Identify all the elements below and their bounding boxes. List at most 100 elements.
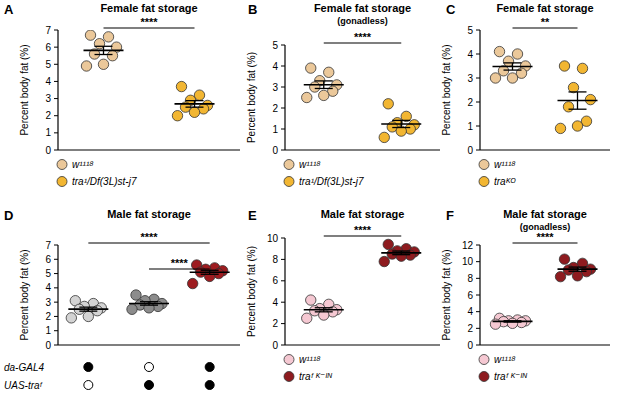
data-point [572, 121, 582, 131]
y-tick [54, 98, 58, 99]
data-point [383, 239, 393, 249]
y-tick-label: 10 [267, 233, 279, 244]
y-tick [476, 126, 480, 127]
data-point [559, 254, 569, 264]
legend-marker [284, 355, 294, 365]
data-point [319, 90, 329, 100]
error-bar [392, 251, 410, 255]
y-tick-label: 2 [45, 311, 51, 322]
y-tick-label: 6 [45, 42, 51, 53]
y-tick-label: 2 [467, 97, 473, 108]
legend-marker [479, 177, 489, 187]
y-tick-label: 5 [45, 268, 51, 279]
y-tick-label: 6 [467, 290, 473, 301]
y-axis-label: Percent body fat (%) [246, 52, 257, 143]
y-tick [281, 238, 285, 239]
data-point [189, 107, 199, 117]
legend-label: w¹¹¹⁸ [494, 159, 516, 170]
significance-stars: **** [140, 16, 158, 28]
error-bar [315, 308, 333, 312]
legend-marker [284, 372, 294, 382]
panel-letter: D [4, 208, 13, 223]
panel-letter: C [446, 2, 456, 17]
y-tick-label: 0 [45, 145, 51, 156]
x-axis [480, 149, 610, 150]
y-tick [281, 87, 285, 88]
data-point [379, 256, 389, 266]
y-tick [54, 64, 58, 65]
genotype-dot [84, 381, 93, 390]
y-axis-label: Percent body fat (%) [19, 249, 30, 340]
error-bar [504, 321, 522, 322]
y-axis-label: Percent body fat (%) [441, 44, 452, 135]
y-tick-label: 3 [467, 73, 473, 84]
legend-marker [57, 160, 67, 170]
panel: EMale fat storagePercent body fat (%)024… [246, 208, 440, 382]
y-axis-label: Percent body fat (%) [246, 246, 257, 337]
data-point [66, 313, 76, 323]
y-tick-label: 4 [272, 297, 278, 308]
data-point [507, 73, 517, 83]
genotype-dot [145, 363, 154, 372]
significance-stars: **** [171, 257, 189, 269]
y-tick [281, 259, 285, 260]
title: Male fat storage [503, 208, 587, 220]
panel: CFemale fat storagePercent body fat (%)0… [441, 2, 610, 187]
legend-marker [479, 372, 489, 382]
x-axis [58, 344, 240, 345]
error-bar [186, 101, 204, 108]
error-bar [315, 81, 333, 89]
significance-stars: **** [354, 224, 372, 236]
y-tick [54, 81, 58, 82]
legend-marker [284, 177, 294, 187]
plot-area [302, 239, 422, 323]
data-point [85, 30, 95, 40]
y-tick [54, 316, 58, 317]
panel: AFemale fat storagePercent body fat (%)0… [4, 2, 240, 187]
significance-stars: **** [354, 31, 372, 43]
y-tick-label: 2 [272, 103, 278, 114]
error-bar [569, 267, 587, 271]
y-tick-label: 3 [45, 297, 51, 308]
error-bar [95, 46, 113, 54]
title: Female fat storage [314, 2, 411, 14]
y-tick-label: 2 [45, 110, 51, 121]
genotype-dot [145, 381, 154, 390]
panel-letter: E [248, 208, 257, 223]
data-point [490, 73, 500, 83]
data-point [555, 123, 565, 133]
error-bar [392, 120, 410, 127]
error-bar [79, 307, 97, 311]
y-tick-label: 8 [272, 254, 278, 265]
significance-stars: **** [140, 231, 158, 243]
y-tick [476, 295, 480, 296]
legend-label: w¹¹¹⁸ [299, 159, 321, 170]
y-tick [281, 108, 285, 109]
data-point [302, 92, 312, 102]
data-point [131, 290, 141, 300]
y-axis [57, 30, 58, 150]
legend-label: tra¹/Df(3L)st-j7 [299, 176, 364, 187]
genotype-dot [205, 363, 214, 372]
data-point [172, 111, 182, 121]
legend-label: traᴷᴼ [494, 176, 516, 187]
panel-letter: B [248, 2, 257, 17]
panel: FMale fat storage(gonadless)Percent body… [441, 208, 610, 382]
mean-line [129, 303, 169, 305]
y-tick [476, 278, 480, 279]
plot-area [490, 254, 597, 329]
legend-marker [284, 160, 294, 170]
data-point [306, 63, 316, 73]
y-tick-label: 7 [45, 25, 51, 36]
title: Male fat storage [107, 208, 191, 220]
y-tick [54, 302, 58, 303]
x-axis [480, 344, 610, 345]
data-point [490, 319, 500, 329]
y-tick-label: 8 [467, 273, 473, 284]
y-tick-label: 0 [467, 145, 473, 156]
y-tick [476, 328, 480, 329]
y-tick [54, 345, 58, 346]
y-tick-label: 1 [467, 121, 473, 132]
y-tick-label: 1 [45, 127, 51, 138]
genotype-label: da-GAL4 [4, 362, 44, 373]
